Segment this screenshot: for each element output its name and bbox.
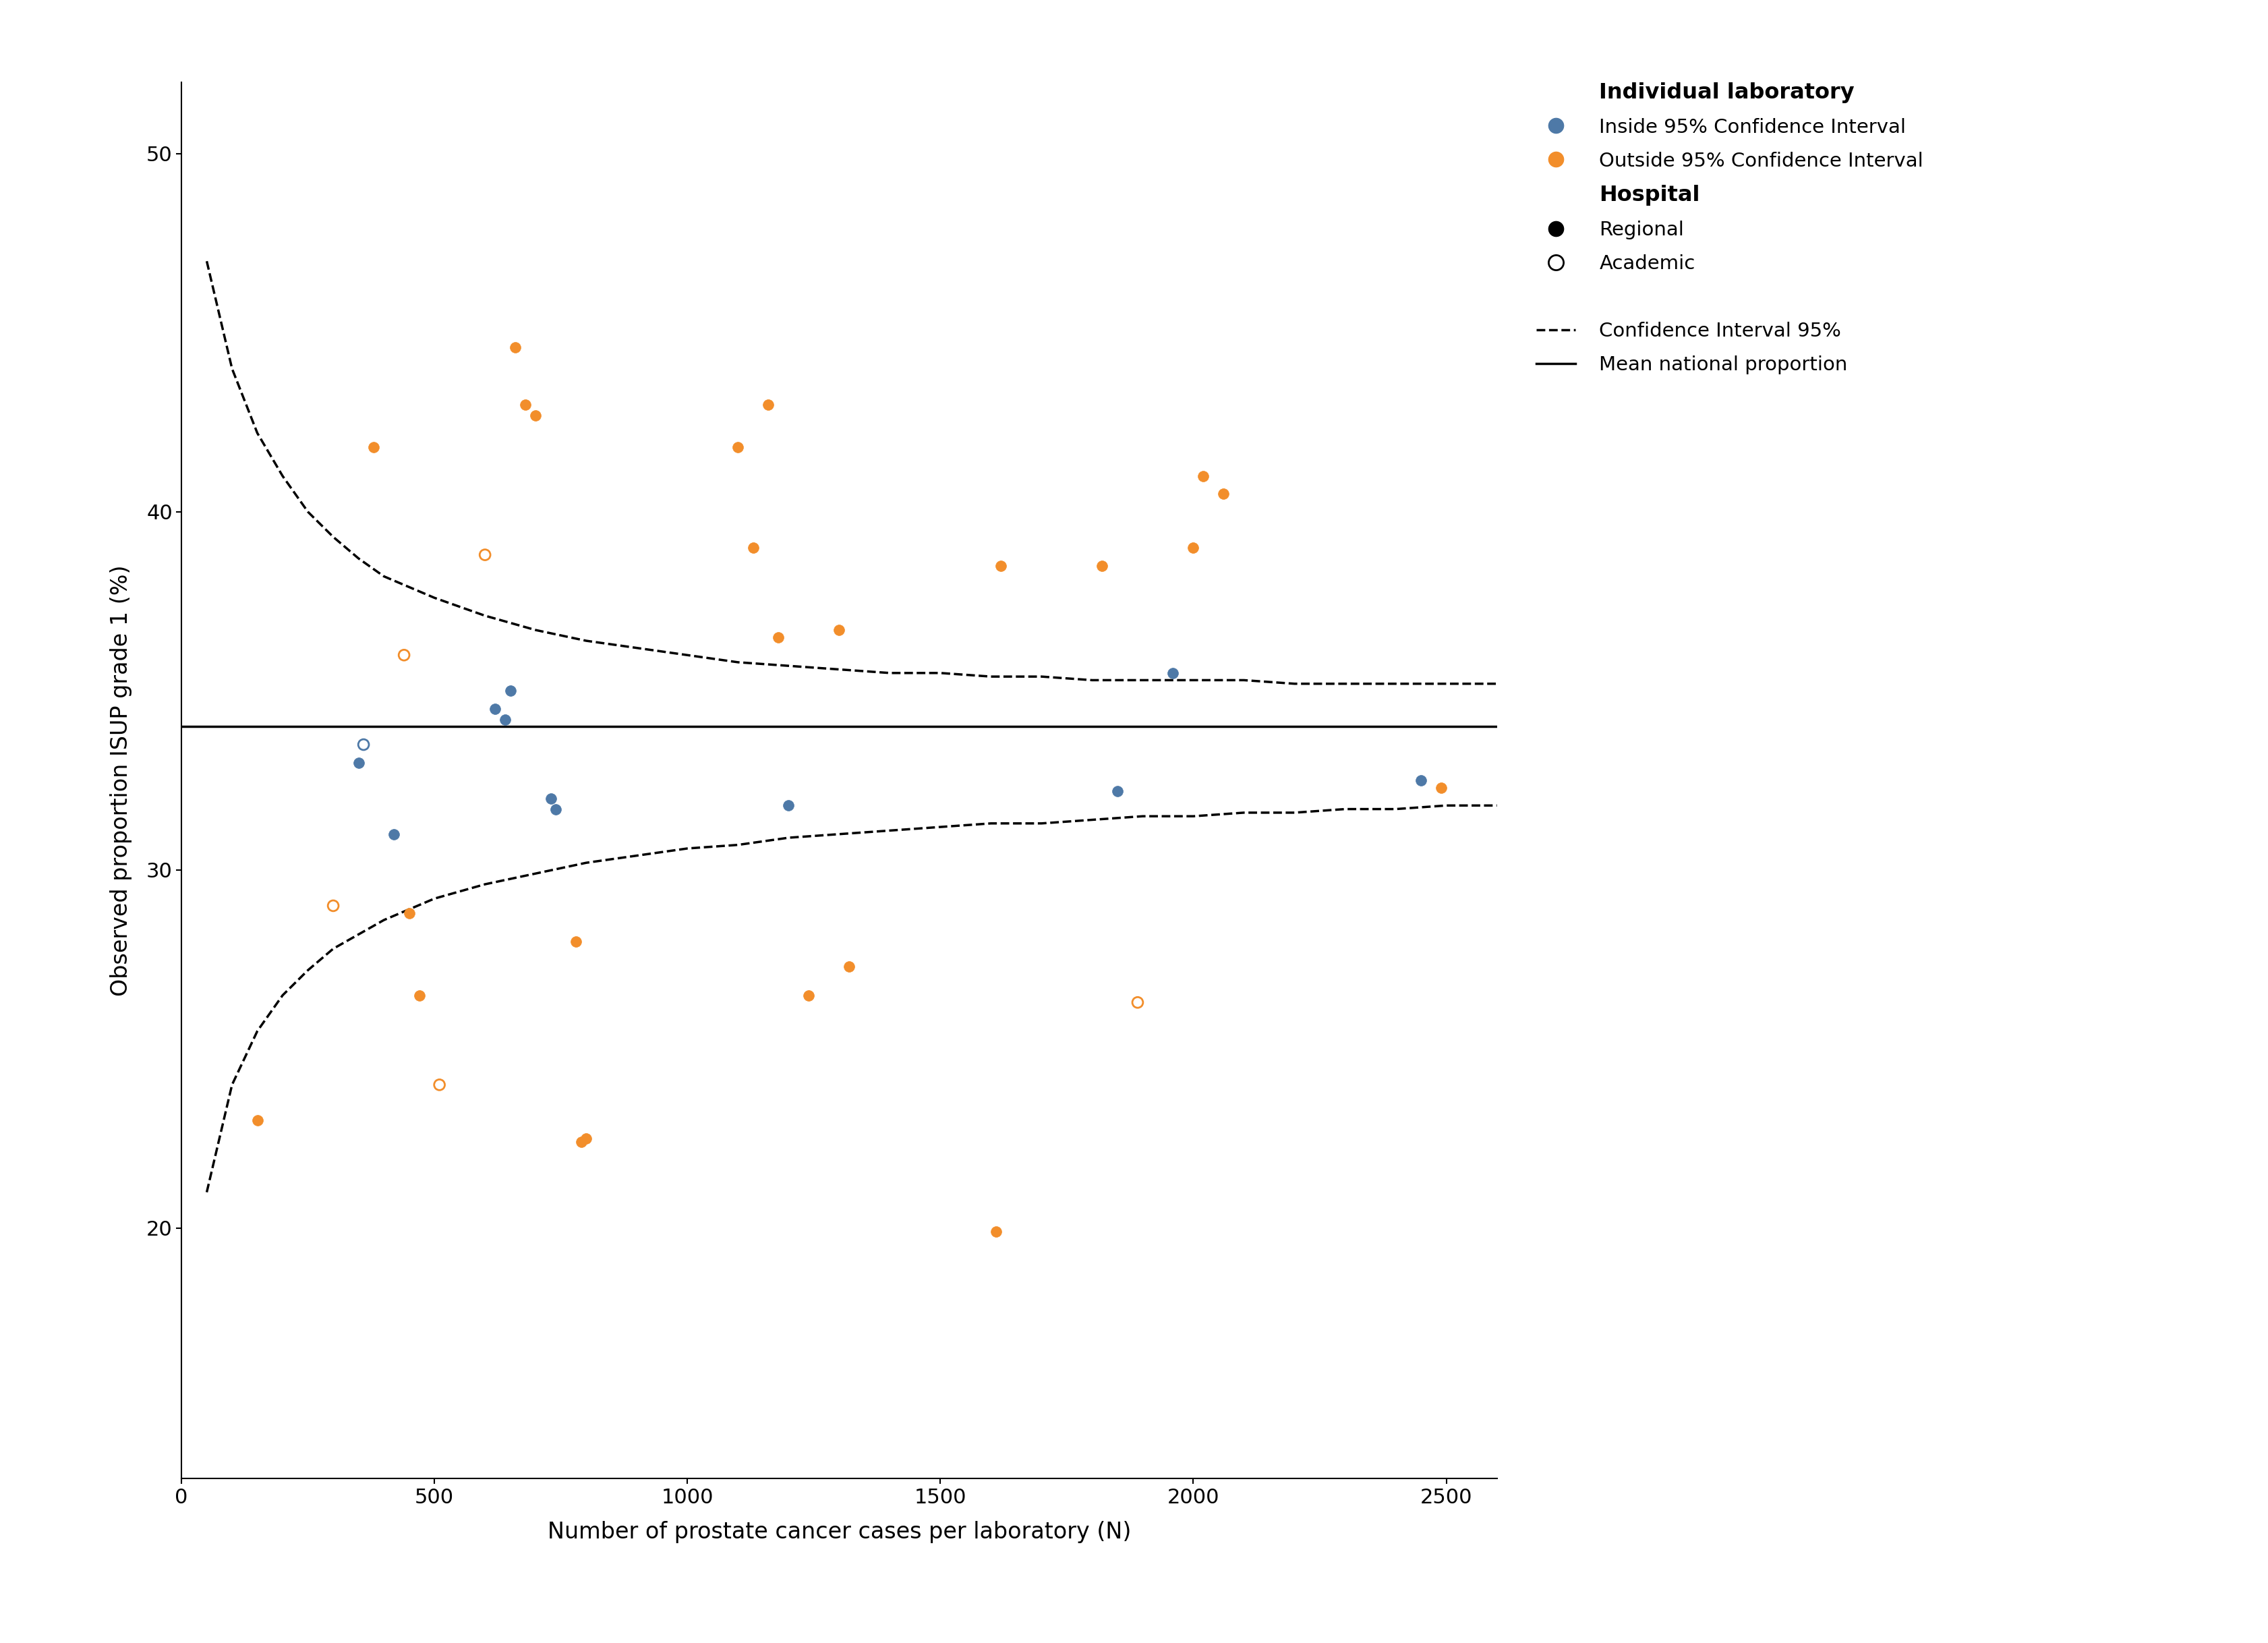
Point [476, 695, 513, 721]
Point [1186, 463, 1222, 490]
Point [517, 403, 553, 429]
Point [315, 892, 352, 918]
Point [492, 679, 528, 705]
Point [982, 552, 1018, 578]
Point [386, 642, 422, 669]
X-axis label: Number of prostate cancer cases per laboratory (N): Number of prostate cancer cases per labo… [547, 1521, 1132, 1543]
Point [401, 983, 438, 1009]
Point [830, 953, 866, 979]
Legend: Individual laboratory, Inside 95% Confidence Interval, Outside 95% Confidence In: Individual laboratory, Inside 95% Confid… [1535, 82, 1923, 375]
Point [719, 434, 755, 460]
Point [567, 1125, 603, 1152]
Point [792, 983, 828, 1009]
Point [356, 434, 392, 460]
Point [488, 706, 524, 733]
Point [376, 822, 413, 848]
Point [497, 334, 533, 360]
Point [390, 900, 426, 927]
Point [1422, 774, 1458, 800]
Y-axis label: Observed proportion ISUP grade 1 (%): Observed proportion ISUP grade 1 (%) [111, 565, 132, 996]
Point [558, 928, 594, 955]
Point [978, 1219, 1014, 1245]
Point [562, 1129, 599, 1155]
Point [1175, 534, 1211, 560]
Point [771, 792, 807, 818]
Point [538, 795, 574, 822]
Point [1084, 552, 1120, 578]
Point [735, 534, 771, 560]
Point [340, 749, 376, 775]
Point [1154, 660, 1191, 687]
Point [1100, 779, 1136, 805]
Point [238, 1107, 274, 1134]
Point [760, 624, 796, 651]
Point [821, 616, 857, 642]
Point [1404, 767, 1440, 794]
Point [1207, 481, 1243, 508]
Point [751, 391, 787, 417]
Point [422, 1071, 458, 1098]
Point [467, 542, 503, 568]
Point [1120, 989, 1157, 1015]
Point [533, 785, 569, 812]
Point [345, 731, 381, 757]
Point [508, 391, 544, 417]
